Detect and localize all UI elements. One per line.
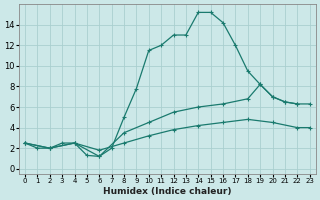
X-axis label: Humidex (Indice chaleur): Humidex (Indice chaleur)	[103, 187, 232, 196]
